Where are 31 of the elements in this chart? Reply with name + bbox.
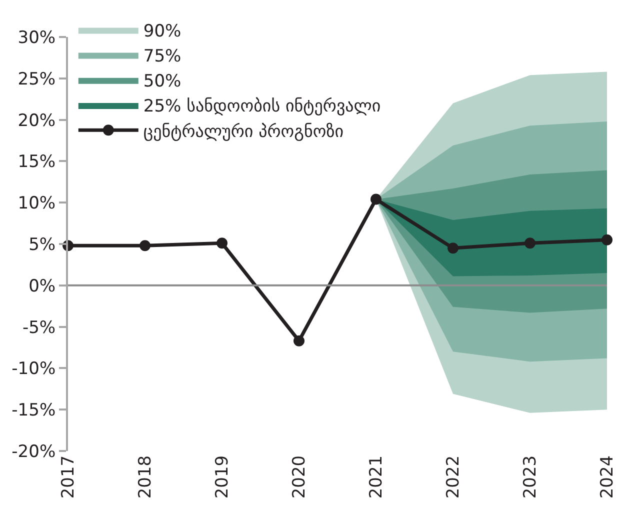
y-tick-label: -15% [12, 400, 56, 421]
legend-label: 25% სანდოობის ინტერვალი [143, 96, 381, 117]
point [140, 240, 150, 252]
x-tick-label: 2022 [444, 455, 464, 499]
x-tick-label: 2024 [598, 455, 618, 499]
y-tick-label: -10% [12, 359, 56, 380]
x-tick-label: 2021 [366, 455, 387, 499]
x-tick-label: 2023 [520, 455, 541, 499]
x-tick-label: 2019 [212, 455, 233, 499]
y-tick-label: 30% [18, 28, 56, 48]
point [524, 238, 536, 249]
legend-label: 75% [143, 46, 182, 66]
x-tick-label: 2018 [136, 455, 156, 499]
y-tick-label: 0% [28, 276, 56, 296]
point [370, 194, 382, 205]
point [602, 234, 612, 246]
y-tick-label: 15% [18, 152, 56, 172]
x-tick-label: 2017 [58, 455, 79, 499]
y-tick-label: 25% [18, 69, 56, 90]
point [448, 242, 458, 254]
x-tick-label: 2020 [290, 455, 310, 499]
legend-label: 50% [143, 72, 182, 92]
y-tick-label: 5% [28, 234, 56, 255]
y-tick-label: -5% [22, 318, 56, 338]
y-tick-label: 10% [18, 194, 56, 214]
legend-label: ცენტრალური პროგნოზი [143, 122, 344, 142]
point [294, 335, 304, 346]
y-tick-label: 20% [18, 110, 56, 131]
point [216, 238, 228, 249]
y-tick-label: -20% [12, 442, 56, 462]
legend-label: 90% [143, 21, 182, 42]
